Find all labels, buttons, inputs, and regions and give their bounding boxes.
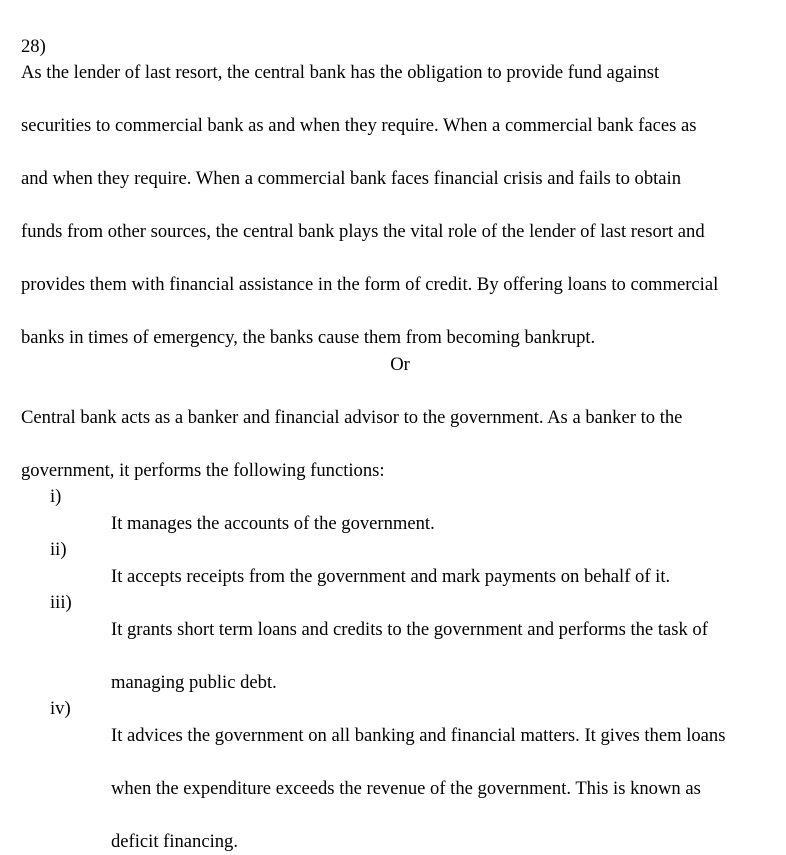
document-body: 28) As the lender of last resort, the ce… [21,7,781,855]
list-item-text: It grants short term loans and credits t… [111,590,781,696]
answer-a-line-4: funds from other sources, the central ba… [21,221,705,242]
answer-b-intro-line-1: Central bank acts as a banker and financ… [21,406,683,428]
answer-b-intro-line-2: government, it performs the following fu… [21,459,385,481]
answer-a-line-2: securities to commercial bank as and whe… [21,115,697,136]
list-item-text: It manages the accounts of the governmen… [111,484,781,537]
list-item-line: It grants short term loans and credits t… [111,618,708,640]
list-item-number: iv) [50,698,71,719]
question-number: 28) [21,35,46,57]
list-item: i) It manages the accounts of the govern… [21,484,781,537]
list-item-number: i) [50,486,62,507]
list-item-line: managing public debt. [111,671,277,693]
answer-a-line-6: banks in times of emergency, the banks c… [21,327,596,348]
or-separator: Or [390,353,410,375]
list-item-line: deficit financing. [111,830,239,852]
list-item: iii) It grants short term loans and cred… [21,590,781,696]
answer-b-intro: Central bank acts as a banker and financ… [21,378,781,484]
list-item-line: when the expenditure exceeds the revenue… [111,777,701,799]
answer-a-line-5: provides them with financial assistance … [21,274,719,295]
list-item-line: It accepts receipts from the government … [111,565,671,587]
list-item-number: ii) [50,539,67,560]
answer-a-line-3: and when they require. When a commercial… [21,168,681,189]
list-item: ii) It accepts receipts from the governm… [21,537,781,590]
list-item-text: It accepts receipts from the government … [111,537,781,590]
functions-list: i) It manages the accounts of the govern… [21,484,781,855]
answer-a-paragraph: 28) As the lender of last resort, the ce… [21,7,781,352]
list-item-line: It advices the government on all banking… [111,724,726,746]
list-item-number: iii) [50,592,72,613]
answer-a-line-1: As the lender of last resort, the centra… [21,62,660,83]
list-item: iv) It advices the government on all ban… [21,696,781,855]
list-item-line: It manages the accounts of the governmen… [111,512,435,534]
list-item-text: It advices the government on all banking… [111,696,781,855]
